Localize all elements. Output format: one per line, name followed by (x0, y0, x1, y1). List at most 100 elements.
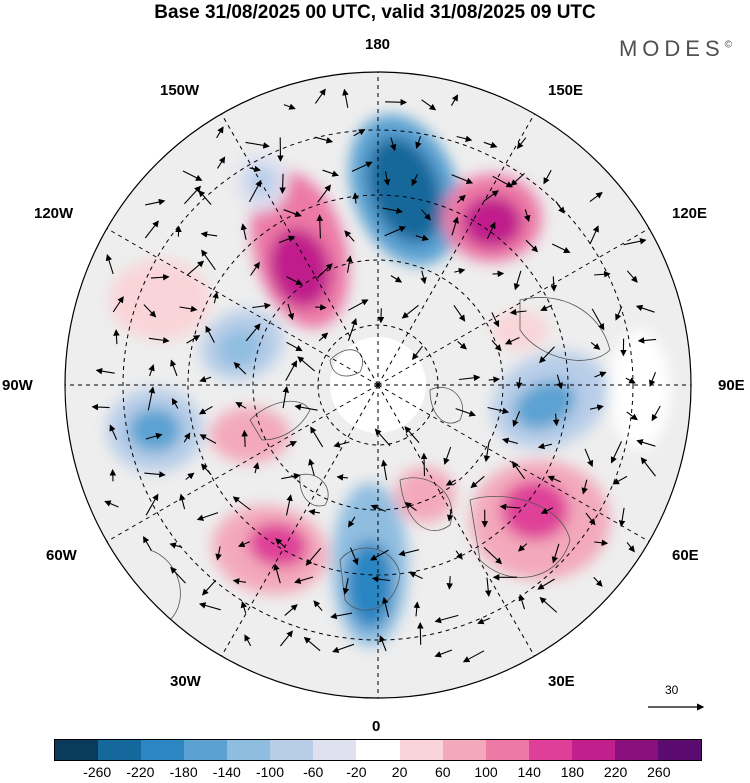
wind-vector (483, 141, 498, 149)
wind-vector (610, 441, 622, 464)
wind-vector (491, 312, 500, 328)
wind-vector (509, 308, 527, 316)
wind-vector (349, 547, 359, 566)
colorbar-segment (399, 740, 443, 760)
wind-vector (556, 374, 563, 390)
wind-vector (477, 617, 491, 625)
colorbar-tick-label: -20 (346, 764, 367, 780)
wind-vector (144, 220, 159, 239)
colorbar (54, 739, 702, 761)
colorbar-segment (614, 740, 658, 760)
wind-vector (626, 411, 638, 421)
wind-vector (404, 502, 417, 512)
wind-vector (370, 549, 389, 561)
wind-vector (626, 541, 635, 553)
anomaly-blue-150E (387, 164, 423, 212)
wind-vector (245, 141, 270, 149)
wind-vector (318, 332, 329, 342)
chart-title: Base 31/08/2025 00 UTC, valid 31/08/2025… (154, 2, 596, 23)
wind-vector (516, 377, 523, 389)
wind-vector (411, 174, 418, 187)
wind-vector (539, 596, 558, 613)
wind-vector (417, 622, 424, 645)
wind-vector (458, 374, 481, 382)
wind-vector (635, 304, 655, 313)
wind-vector (413, 601, 421, 617)
wind-vector (623, 238, 647, 246)
wind-vector (517, 543, 528, 552)
wind-vector (113, 329, 120, 345)
wind-vector (297, 356, 316, 372)
wind-vector (540, 507, 554, 514)
colorbar-segment (356, 740, 400, 760)
colorbar-tick-label: -100 (255, 764, 285, 780)
wind-vector (196, 512, 219, 521)
wind-vector (170, 566, 186, 584)
wind-vector (344, 230, 355, 242)
wind-vector (241, 429, 248, 447)
colorbar-segment (657, 740, 701, 760)
lon-label-0: 0 (372, 718, 381, 735)
wind-vector (245, 323, 261, 342)
wind-vector (552, 413, 560, 427)
wind-vector (185, 472, 195, 480)
wind-vector (456, 135, 473, 142)
wind-vector (279, 630, 293, 647)
wind-vector (504, 337, 520, 345)
wind-vector (212, 291, 219, 304)
wind-vector (250, 261, 260, 276)
wind-vector (513, 270, 522, 291)
wind-vector (636, 439, 656, 447)
colorbar-tick-label: -180 (169, 764, 198, 780)
wind-vector (390, 275, 403, 283)
wind-vector (240, 601, 248, 614)
wind-vector (591, 308, 605, 331)
colorbar-segment (485, 740, 529, 760)
wind-vector (625, 377, 636, 384)
wind-vector (420, 452, 428, 477)
wind-vector (232, 496, 251, 511)
wind-vector (584, 448, 594, 468)
colorbar-segment (55, 740, 99, 760)
wind-vector (346, 255, 353, 273)
wind-vector (445, 479, 456, 486)
wind-vector (486, 221, 496, 240)
brand-text: MODES (618, 36, 725, 61)
wind-vector (547, 475, 561, 483)
anomaly-magenta-135E (462, 196, 522, 248)
wind-vector (446, 576, 454, 590)
wind-vector (589, 192, 603, 203)
colorbar-segment (571, 740, 615, 760)
wind-vector (380, 459, 388, 481)
wind-vector (286, 341, 303, 352)
wind-vector (453, 304, 466, 322)
wind-vector (510, 172, 525, 187)
wind-vector (371, 575, 391, 583)
wind-vector (637, 337, 657, 344)
wind-vector (310, 426, 324, 448)
wind-vector (420, 270, 427, 285)
wind-vector (537, 442, 553, 450)
wind-vector (233, 362, 247, 375)
wind-vector (446, 508, 454, 522)
wind-vector (104, 500, 119, 508)
wind-vector (516, 137, 527, 150)
wind-vector (182, 170, 203, 181)
wind-vector (491, 340, 502, 352)
wind-vector (278, 235, 296, 244)
wind-vector (470, 475, 485, 489)
wind-vector (412, 345, 423, 361)
lon-label-120w: 120W (34, 205, 74, 222)
wind-vector (199, 434, 217, 444)
wind-vector (303, 636, 321, 652)
wind-vector (314, 88, 326, 104)
wind-vector (434, 614, 459, 624)
wind-vector (322, 169, 339, 177)
wind-vector (555, 201, 565, 214)
wind-vector (347, 318, 358, 341)
wind-vector (95, 367, 115, 375)
wind-vector (348, 516, 356, 528)
lon-label-90w: 90W (2, 377, 33, 394)
wind-vector (330, 612, 353, 620)
wind-vector (145, 493, 159, 516)
